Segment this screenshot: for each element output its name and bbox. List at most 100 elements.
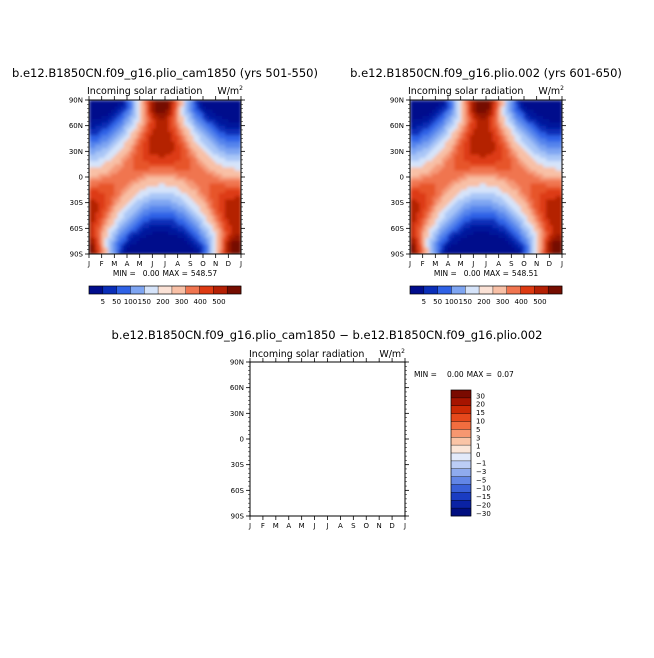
y-tick-label: 30N [69,148,83,156]
x-tick-label: M [111,260,117,268]
colorbar-swatch [534,286,548,294]
x-tick-label: J [408,260,411,268]
colorbar-tick-label: 150 [459,298,472,306]
colorbar-swatch [424,286,438,294]
panel-1-min: 0.00 [143,269,160,278]
colorbar-swatch [493,286,507,294]
panel-3-title: b.e12.B1850CN.f09_g16.plio_cam1850 − b.e… [112,328,543,342]
panel-2-max: 548.51 [512,269,538,278]
colorbar-swatch [213,286,227,294]
panel-1: b.e12.B1850CN.f09_g16.plio_cam1850 (yrs … [12,66,318,306]
panel-2-min-label: MIN = [434,269,457,278]
x-tick-label: A [338,522,343,530]
panel-3-units-text: W/m [379,349,401,360]
y-tick-label: 60N [69,122,83,130]
panel-2: b.e12.B1850CN.f09_g16.plio.002 (yrs 601-… [350,66,622,306]
colorbar-tick-label: 5 [422,298,426,306]
colorbar-tick-label: 500 [533,298,546,306]
colorbar-swatch [130,286,144,294]
colorbar-swatch [451,286,465,294]
panel-1-min-label: MIN = [113,269,136,278]
x-tick-label: A [446,260,451,268]
colorbar-swatch [186,286,200,294]
colorbar-tick-label: 300 [496,298,509,306]
colorbar-swatch [479,286,493,294]
panel-2-units-exp: 2 [560,85,564,92]
panel-1-units-text: W/m [217,86,239,97]
x-tick-label: J [471,260,474,268]
panel-2-contour-field [410,100,563,255]
y-tick-label: 30S [391,199,405,207]
colorbar-tick-label: 400 [194,298,207,306]
panel-2-title: b.e12.B1850CN.f09_g16.plio.002 (yrs 601-… [350,66,622,80]
y-tick-label: 90N [390,97,404,105]
x-tick-label: D [226,260,231,268]
panel-3-subtitle: Incoming solar radiation [249,349,364,360]
x-tick-label: S [188,260,193,268]
x-tick-label: A [496,260,501,268]
panel-2-min: 0.00 [464,269,481,278]
colorbar-swatch [465,286,479,294]
panel-2-subtitle: Incoming solar radiation [408,86,523,97]
panel-1-units: W/m2 [217,85,243,97]
x-tick-label: F [421,260,425,268]
x-tick-label: J [163,260,166,268]
y-tick-label: 90N [69,97,83,105]
panel-2-units: W/m2 [538,85,564,97]
x-tick-label: J [248,522,251,530]
panel-3-units-exp: 2 [401,348,405,355]
panel-1-contour-field [89,100,242,255]
colorbar-swatch [158,286,172,294]
y-tick-label: 90S [391,251,405,259]
panel-3: b.e12.B1850CN.f09_g16.plio_cam1850 − b.e… [112,328,543,530]
colorbar-swatch [172,286,186,294]
colorbar-tick-label: 400 [515,298,528,306]
colorbar-tick-label: 5 [101,298,105,306]
colorbar-tick-label: 500 [212,298,225,306]
x-tick-label: M [299,522,305,530]
x-tick-label: M [432,260,438,268]
panel-1-max: 548.57 [191,269,217,278]
colorbar-swatch [548,286,562,294]
panel-1-max-label: MAX = [163,269,188,278]
colorbar-swatch [438,286,452,294]
y-tick-label: 30N [390,148,404,156]
colorbar-tick-label: 100 [124,298,137,306]
colorbar-tick-label: 100 [445,298,458,306]
x-tick-label: A [286,522,291,530]
y-tick-label: 60S [70,225,84,233]
panel-1-title: b.e12.B1850CN.f09_g16.plio_cam1850 (yrs … [12,66,318,80]
x-tick-label: A [125,260,130,268]
colorbar-swatch [144,286,158,294]
x-tick-label: M [273,522,279,530]
colorbar-swatch [521,286,535,294]
x-tick-label: J [150,260,153,268]
colorbar-swatch [410,286,424,294]
x-tick-label: J [325,522,328,530]
x-tick-label: N [213,260,218,268]
x-tick-label: A [175,260,180,268]
x-tick-label: F [261,522,265,530]
x-tick-label: J [87,260,90,268]
y-tick-label: 0 [79,174,83,182]
colorbar-tick-label: 200 [477,298,490,306]
y-tick-label: 90S [70,251,84,259]
x-tick-label: D [547,260,552,268]
x-tick-label: J [484,260,487,268]
panel-2-units-text: W/m [538,86,560,97]
panel-3-frame [250,362,405,516]
x-tick-label: N [534,260,539,268]
colorbar-swatch [227,286,241,294]
colorbar-swatch [89,286,103,294]
x-tick-label: J [239,260,242,268]
panel-1-subtitle: Incoming solar radiation [87,86,202,97]
panel-1-units-exp: 2 [239,85,243,92]
x-tick-label: O [200,260,206,268]
colorbar-tick-label: 50 [112,298,121,306]
colorbar-swatch [507,286,521,294]
